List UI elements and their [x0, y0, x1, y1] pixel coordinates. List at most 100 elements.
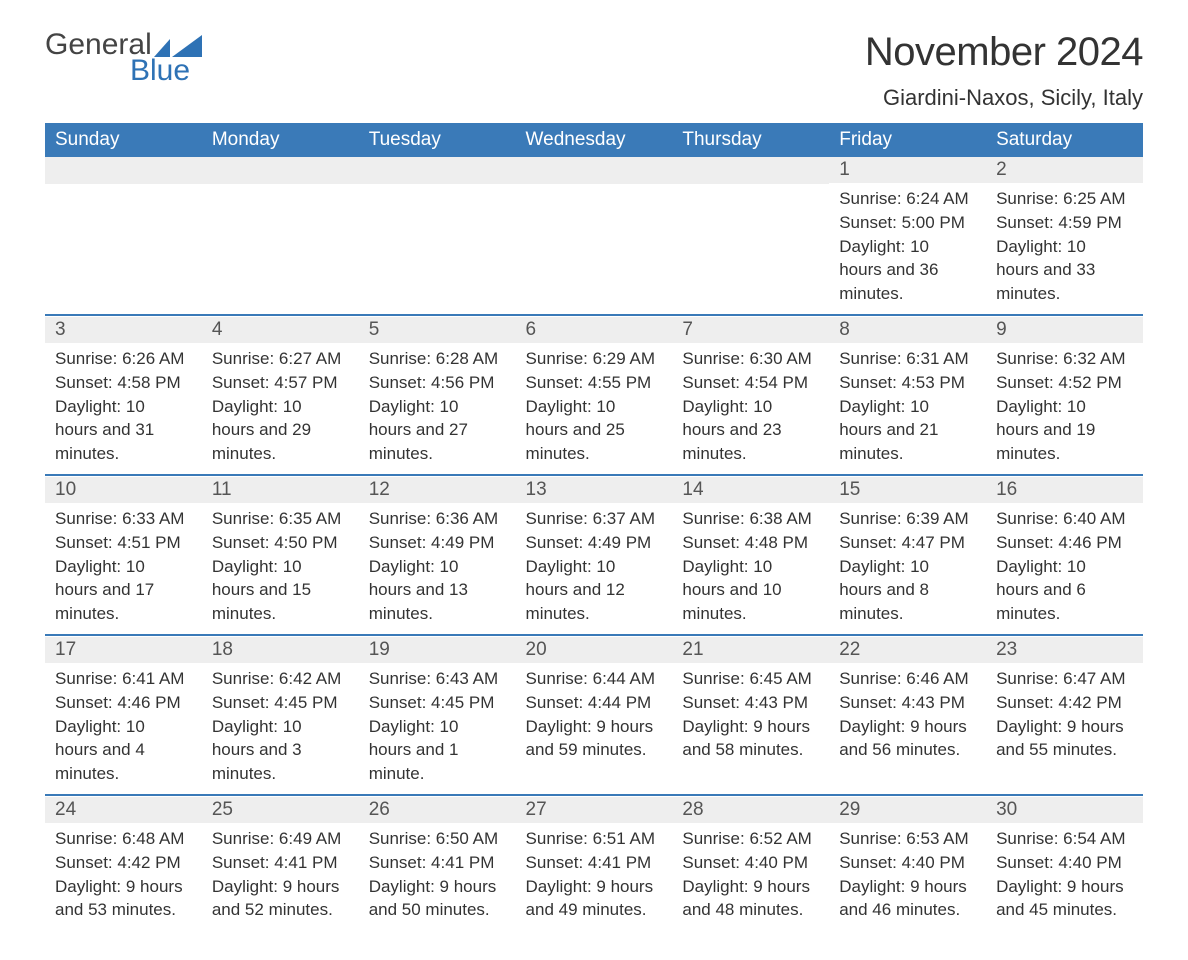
sunrise-line: Sunrise: 6:27 AM — [212, 347, 349, 371]
calendar-cell: 19Sunrise: 6:43 AMSunset: 4:45 PMDayligh… — [359, 637, 516, 795]
page-header: General Blue November 2024 Giardini-Naxo… — [45, 30, 1143, 111]
calendar-cell: 23Sunrise: 6:47 AMSunset: 4:42 PMDayligh… — [986, 637, 1143, 795]
day-number: 16 — [986, 477, 1143, 503]
day-number: 11 — [202, 477, 359, 503]
sunset-line: Sunset: 4:42 PM — [996, 691, 1133, 715]
sunset-line: Sunset: 4:47 PM — [839, 531, 976, 555]
day-details: Sunrise: 6:45 AMSunset: 4:43 PMDaylight:… — [672, 663, 829, 770]
sunset-line: Sunset: 4:40 PM — [682, 851, 819, 875]
sunset-line: Sunset: 4:51 PM — [55, 531, 192, 555]
day-details: Sunrise: 6:39 AMSunset: 4:47 PMDaylight:… — [829, 503, 986, 634]
daylight-line: Daylight: 10 hours and 15 minutes. — [212, 555, 349, 626]
day-details: Sunrise: 6:33 AMSunset: 4:51 PMDaylight:… — [45, 503, 202, 634]
calendar-week: 3Sunrise: 6:26 AMSunset: 4:58 PMDaylight… — [45, 317, 1143, 475]
daylight-line: Daylight: 10 hours and 13 minutes. — [369, 555, 506, 626]
day-details: Sunrise: 6:48 AMSunset: 4:42 PMDaylight:… — [45, 823, 202, 930]
sunrise-line: Sunrise: 6:30 AM — [682, 347, 819, 371]
calendar-cell: 2Sunrise: 6:25 AMSunset: 4:59 PMDaylight… — [986, 157, 1143, 315]
day-number: 21 — [672, 637, 829, 663]
sunset-line: Sunset: 4:46 PM — [55, 691, 192, 715]
daylight-line: Daylight: 9 hours and 58 minutes. — [682, 715, 819, 763]
sunrise-line: Sunrise: 6:25 AM — [996, 187, 1133, 211]
sunrise-line: Sunrise: 6:50 AM — [369, 827, 506, 851]
daylight-line: Daylight: 10 hours and 27 minutes. — [369, 395, 506, 466]
calendar-cell: 20Sunrise: 6:44 AMSunset: 4:44 PMDayligh… — [516, 637, 673, 795]
day-details: Sunrise: 6:29 AMSunset: 4:55 PMDaylight:… — [516, 343, 673, 474]
day-number-empty — [359, 157, 516, 184]
sunset-line: Sunset: 4:45 PM — [212, 691, 349, 715]
sunset-line: Sunset: 4:43 PM — [839, 691, 976, 715]
day-number: 13 — [516, 477, 673, 503]
daylight-line: Daylight: 9 hours and 52 minutes. — [212, 875, 349, 923]
sunrise-line: Sunrise: 6:51 AM — [526, 827, 663, 851]
sunset-line: Sunset: 4:52 PM — [996, 371, 1133, 395]
daylight-line: Daylight: 10 hours and 31 minutes. — [55, 395, 192, 466]
day-number: 8 — [829, 317, 986, 343]
calendar-cell: 28Sunrise: 6:52 AMSunset: 4:40 PMDayligh… — [672, 797, 829, 930]
day-number: 6 — [516, 317, 673, 343]
daylight-line: Daylight: 10 hours and 10 minutes. — [682, 555, 819, 626]
daylight-line: Daylight: 10 hours and 19 minutes. — [996, 395, 1133, 466]
day-number: 30 — [986, 797, 1143, 823]
sunrise-line: Sunrise: 6:44 AM — [526, 667, 663, 691]
daylight-line: Daylight: 10 hours and 8 minutes. — [839, 555, 976, 626]
calendar-cell: 15Sunrise: 6:39 AMSunset: 4:47 PMDayligh… — [829, 477, 986, 635]
weekday-header: Tuesday — [359, 123, 516, 157]
calendar-cell — [672, 157, 829, 315]
day-details: Sunrise: 6:32 AMSunset: 4:52 PMDaylight:… — [986, 343, 1143, 474]
day-details: Sunrise: 6:44 AMSunset: 4:44 PMDaylight:… — [516, 663, 673, 770]
day-number-empty — [672, 157, 829, 184]
daylight-line: Daylight: 10 hours and 12 minutes. — [526, 555, 663, 626]
sunset-line: Sunset: 4:49 PM — [369, 531, 506, 555]
calendar-cell: 13Sunrise: 6:37 AMSunset: 4:49 PMDayligh… — [516, 477, 673, 635]
calendar-cell: 22Sunrise: 6:46 AMSunset: 4:43 PMDayligh… — [829, 637, 986, 795]
daylight-line: Daylight: 9 hours and 49 minutes. — [526, 875, 663, 923]
daylight-line: Daylight: 9 hours and 59 minutes. — [526, 715, 663, 763]
logo: General Blue — [45, 30, 202, 86]
calendar-table: Sunday Monday Tuesday Wednesday Thursday… — [45, 123, 1143, 930]
day-number: 29 — [829, 797, 986, 823]
day-number: 12 — [359, 477, 516, 503]
title-block: November 2024 Giardini-Naxos, Sicily, It… — [865, 30, 1143, 111]
day-number: 23 — [986, 637, 1143, 663]
sunrise-line: Sunrise: 6:24 AM — [839, 187, 976, 211]
month-title: November 2024 — [865, 30, 1143, 75]
sunset-line: Sunset: 4:57 PM — [212, 371, 349, 395]
weekday-header: Sunday — [45, 123, 202, 157]
day-number-empty — [516, 157, 673, 184]
sunset-line: Sunset: 4:42 PM — [55, 851, 192, 875]
day-details: Sunrise: 6:54 AMSunset: 4:40 PMDaylight:… — [986, 823, 1143, 930]
calendar-cell — [45, 157, 202, 315]
daylight-line: Daylight: 9 hours and 46 minutes. — [839, 875, 976, 923]
calendar-cell: 26Sunrise: 6:50 AMSunset: 4:41 PMDayligh… — [359, 797, 516, 930]
weekday-header-row: Sunday Monday Tuesday Wednesday Thursday… — [45, 123, 1143, 157]
sunset-line: Sunset: 4:49 PM — [526, 531, 663, 555]
day-number: 22 — [829, 637, 986, 663]
sunrise-line: Sunrise: 6:54 AM — [996, 827, 1133, 851]
calendar-cell: 17Sunrise: 6:41 AMSunset: 4:46 PMDayligh… — [45, 637, 202, 795]
calendar-cell: 5Sunrise: 6:28 AMSunset: 4:56 PMDaylight… — [359, 317, 516, 475]
day-number: 17 — [45, 637, 202, 663]
calendar-cell: 18Sunrise: 6:42 AMSunset: 4:45 PMDayligh… — [202, 637, 359, 795]
weekday-header: Monday — [202, 123, 359, 157]
day-details: Sunrise: 6:35 AMSunset: 4:50 PMDaylight:… — [202, 503, 359, 634]
sunset-line: Sunset: 4:43 PM — [682, 691, 819, 715]
sunset-line: Sunset: 4:50 PM — [212, 531, 349, 555]
day-number: 19 — [359, 637, 516, 663]
daylight-line: Daylight: 10 hours and 6 minutes. — [996, 555, 1133, 626]
day-details: Sunrise: 6:53 AMSunset: 4:40 PMDaylight:… — [829, 823, 986, 930]
daylight-line: Daylight: 9 hours and 48 minutes. — [682, 875, 819, 923]
sunset-line: Sunset: 4:40 PM — [839, 851, 976, 875]
calendar-cell — [202, 157, 359, 315]
day-details: Sunrise: 6:27 AMSunset: 4:57 PMDaylight:… — [202, 343, 359, 474]
sunset-line: Sunset: 4:41 PM — [526, 851, 663, 875]
daylight-line: Daylight: 9 hours and 53 minutes. — [55, 875, 192, 923]
calendar-cell: 1Sunrise: 6:24 AMSunset: 5:00 PMDaylight… — [829, 157, 986, 315]
calendar-cell: 6Sunrise: 6:29 AMSunset: 4:55 PMDaylight… — [516, 317, 673, 475]
sunrise-line: Sunrise: 6:49 AM — [212, 827, 349, 851]
calendar-cell — [359, 157, 516, 315]
calendar-cell: 24Sunrise: 6:48 AMSunset: 4:42 PMDayligh… — [45, 797, 202, 930]
day-number: 1 — [829, 157, 986, 183]
sunset-line: Sunset: 4:56 PM — [369, 371, 506, 395]
sunset-line: Sunset: 4:44 PM — [526, 691, 663, 715]
